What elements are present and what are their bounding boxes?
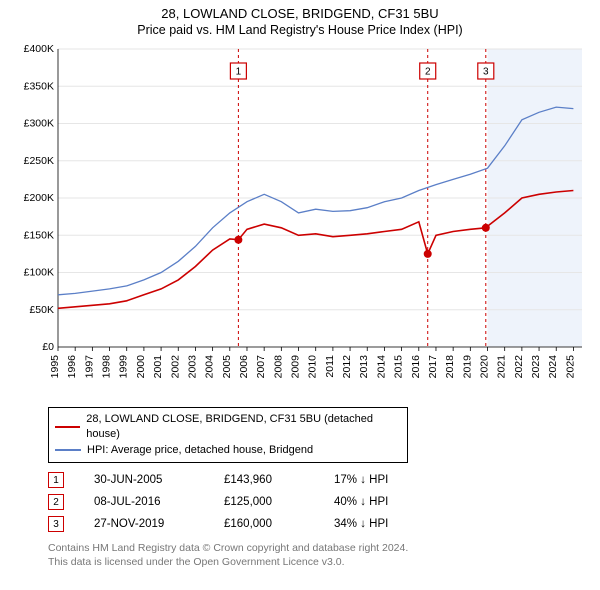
svg-text:2009: 2009 (290, 355, 302, 379)
svg-text:2018: 2018 (444, 355, 456, 379)
svg-text:2010: 2010 (307, 355, 319, 379)
event-price: £125,000 (224, 496, 304, 508)
svg-text:2: 2 (425, 67, 431, 78)
svg-text:£250K: £250K (24, 155, 54, 167)
event-marker-number: 2 (48, 494, 64, 510)
event-date: 08-JUL-2016 (94, 496, 194, 508)
svg-text:£150K: £150K (24, 229, 54, 241)
svg-text:2004: 2004 (204, 355, 216, 379)
svg-text:£200K: £200K (24, 192, 54, 204)
svg-text:3: 3 (483, 67, 489, 78)
svg-text:2000: 2000 (135, 355, 147, 379)
svg-text:2019: 2019 (461, 355, 473, 379)
footnote-line: Contains HM Land Registry data © Crown c… (48, 541, 592, 555)
event-delta: 40% ↓ HPI (334, 496, 424, 508)
svg-text:£0: £0 (42, 341, 54, 353)
legend-label: 28, LOWLAND CLOSE, BRIDGEND, CF31 5BU (d… (86, 412, 401, 443)
svg-text:2025: 2025 (564, 355, 576, 379)
svg-text:2011: 2011 (324, 355, 336, 378)
event-row: 2 08-JUL-2016 £125,000 40% ↓ HPI (48, 491, 548, 513)
event-row: 3 27-NOV-2019 £160,000 34% ↓ HPI (48, 513, 548, 535)
svg-text:2021: 2021 (496, 355, 508, 379)
event-row: 1 30-JUN-2005 £143,960 17% ↓ HPI (48, 469, 548, 491)
event-price: £143,960 (224, 474, 304, 486)
svg-text:2002: 2002 (169, 355, 181, 379)
event-date: 30-JUN-2005 (94, 474, 194, 486)
svg-text:1997: 1997 (83, 355, 95, 379)
svg-text:2003: 2003 (186, 355, 198, 379)
legend-item: HPI: Average price, detached house, Brid… (55, 443, 401, 458)
svg-text:1: 1 (236, 67, 242, 78)
event-marker-number: 3 (48, 516, 64, 532)
event-marker-number: 1 (48, 472, 64, 488)
svg-text:£50K: £50K (29, 304, 54, 316)
svg-text:1995: 1995 (49, 355, 61, 379)
legend-swatch (55, 426, 80, 428)
svg-text:2020: 2020 (479, 355, 491, 379)
events-table: 1 30-JUN-2005 £143,960 17% ↓ HPI 2 08-JUL-201… (48, 469, 548, 535)
chart-title: 28, LOWLAND CLOSE, BRIDGEND, CF31 5BU (8, 6, 592, 23)
event-price: £160,000 (224, 518, 304, 530)
svg-text:2012: 2012 (341, 355, 353, 379)
legend-swatch (55, 449, 81, 451)
legend-label: HPI: Average price, detached house, Brid… (87, 443, 313, 458)
chart-subtitle: Price paid vs. HM Land Registry's House … (8, 23, 592, 37)
svg-text:2013: 2013 (358, 355, 370, 379)
svg-text:£100K: £100K (24, 266, 54, 278)
svg-text:1998: 1998 (101, 355, 113, 379)
svg-text:2014: 2014 (375, 355, 387, 379)
svg-text:£300K: £300K (24, 117, 54, 129)
legend: 28, LOWLAND CLOSE, BRIDGEND, CF31 5BU (d… (48, 407, 408, 463)
event-date: 27-NOV-2019 (94, 518, 194, 530)
event-delta: 34% ↓ HPI (334, 518, 424, 530)
svg-text:£350K: £350K (24, 80, 54, 92)
line-chart: £0 £50K £100K £150K £200K £250K £300K £350K £400… (8, 43, 592, 403)
svg-text:2001: 2001 (152, 355, 164, 379)
svg-text:1999: 1999 (118, 355, 130, 379)
footnote: Contains HM Land Registry data © Crown c… (48, 541, 592, 569)
svg-text:2006: 2006 (238, 355, 250, 379)
legend-item: 28, LOWLAND CLOSE, BRIDGEND, CF31 5BU (d… (55, 412, 401, 443)
chart-area: £0 £50K £100K £150K £200K £250K £300K £350K £400… (8, 43, 592, 403)
svg-text:2016: 2016 (410, 355, 422, 379)
svg-text:2017: 2017 (427, 355, 439, 379)
svg-text:2024: 2024 (547, 355, 559, 379)
svg-text:2008: 2008 (272, 355, 284, 379)
svg-text:2015: 2015 (393, 355, 405, 379)
svg-text:2023: 2023 (530, 355, 542, 379)
svg-text:£400K: £400K (24, 43, 54, 55)
svg-text:1996: 1996 (66, 355, 78, 379)
event-delta: 17% ↓ HPI (334, 474, 424, 486)
svg-text:2022: 2022 (513, 355, 525, 379)
svg-text:2005: 2005 (221, 355, 233, 379)
footnote-line: This data is licensed under the Open Gov… (48, 555, 592, 569)
svg-text:2007: 2007 (255, 355, 267, 379)
